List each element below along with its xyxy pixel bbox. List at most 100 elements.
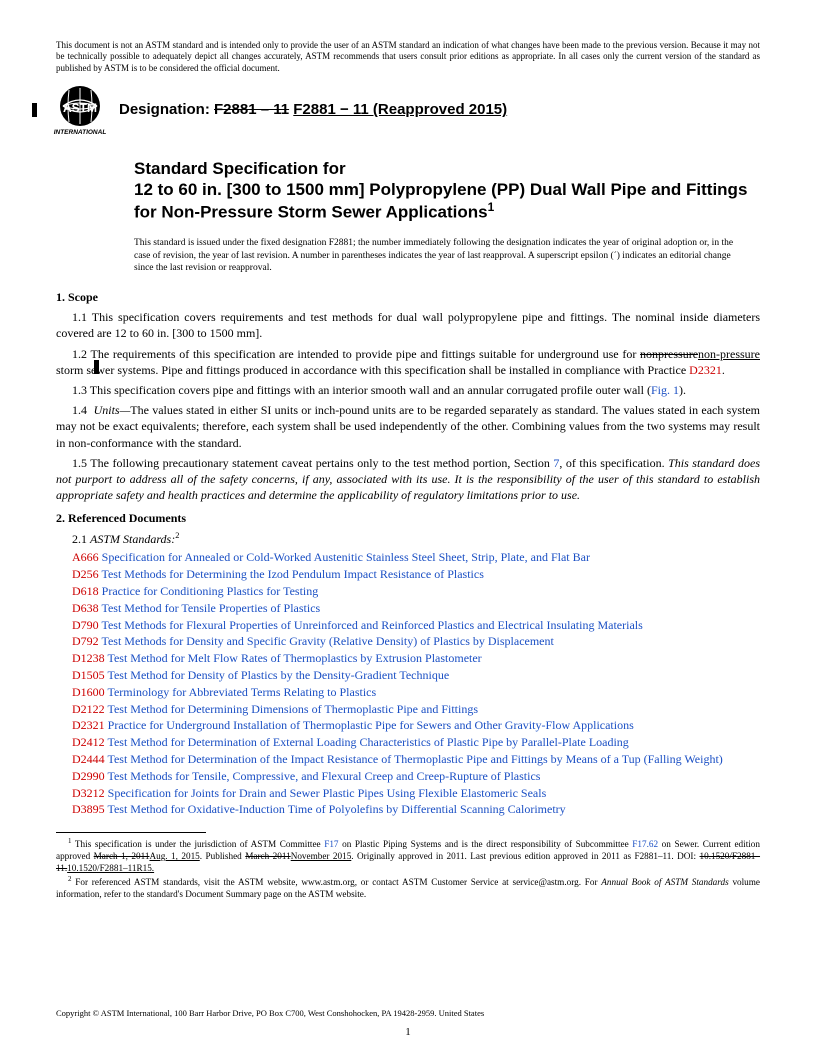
reference-title[interactable]: Specification for Annealed or Cold-Worke… [99, 550, 590, 564]
page-number: 1 [405, 1026, 411, 1038]
para-1-3-text: 1.3 This specification covers pipe and f… [72, 383, 651, 397]
disclaimer: This document is not an ASTM standard an… [56, 40, 760, 74]
link-d2321[interactable]: D2321 [689, 363, 722, 377]
title-line1: Standard Specification for [134, 159, 346, 178]
reference-code[interactable]: D3212 [72, 786, 105, 800]
link-f17[interactable]: F17 [324, 839, 338, 849]
reference-code[interactable]: D1600 [72, 685, 105, 699]
reference-title[interactable]: Test Method for Oxidative-Induction Time… [105, 802, 566, 816]
designation-new: F2881 − 11 (Reapproved 2015) [293, 101, 507, 118]
fn1-text-a: This specification is under the jurisdic… [72, 839, 325, 849]
para-1-2-text2: storm sewer systems. Pipe and fittings p… [56, 363, 689, 377]
standard-title: Standard Specification for 12 to 60 in. … [134, 158, 760, 223]
reference-code[interactable]: D790 [72, 618, 99, 632]
link-f1762[interactable]: F17.62 [632, 839, 658, 849]
reference-code[interactable]: D638 [72, 601, 99, 615]
designation-old: F2881 – 11 [214, 101, 289, 118]
para-2-1-label: ASTM Standards: [90, 532, 175, 546]
reference-item: D256 Test Methods for Determining the Iz… [72, 566, 760, 583]
para-1-4: 1.4 Units—The values stated in either SI… [56, 402, 760, 451]
reference-item: D1505 Test Method for Density of Plastic… [72, 667, 760, 684]
reference-title[interactable]: Test Method for Tensile Properties of Pl… [99, 601, 321, 615]
fn1-text-b: on Plastic Piping Systems and is the dir… [339, 839, 633, 849]
para-1-2-text: 1.2 The requirements of this specificati… [72, 347, 640, 361]
fn1-pub-new: November 2015 [291, 851, 352, 861]
reference-code[interactable]: D618 [72, 584, 99, 598]
title-line2: 12 to 60 in. [300 to 1500 mm] Polypropyl… [134, 180, 747, 222]
reference-code[interactable]: D1505 [72, 668, 105, 682]
reference-title[interactable]: Specification for Joints for Drain and S… [105, 786, 547, 800]
fn1-text-e: . Originally approved in 2011. Last prev… [351, 851, 673, 861]
reference-item: D2412 Test Method for Determination of E… [72, 734, 760, 751]
reference-item: D1600 Terminology for Abbreviated Terms … [72, 684, 760, 701]
reference-title[interactable]: Practice for Underground Installation of… [105, 718, 634, 732]
reference-title[interactable]: Test Method for Determination of Externa… [105, 735, 629, 749]
reference-code[interactable]: D2990 [72, 769, 105, 783]
reference-code[interactable]: A666 [72, 550, 99, 564]
reference-title[interactable]: Test Methods for Tensile, Compressive, a… [105, 769, 541, 783]
reference-item: D2444 Test Method for Determination of t… [72, 751, 760, 768]
link-fig1[interactable]: Fig. 1 [651, 383, 679, 397]
para-2-1: 2.1 ASTM Standards:2 [56, 530, 760, 547]
reference-item: D2122 Test Method for Determining Dimens… [72, 701, 760, 718]
reference-title[interactable]: Test Methods for Flexural Properties of … [99, 618, 643, 632]
reference-item: D2990 Test Methods for Tensile, Compress… [72, 768, 760, 785]
reference-item: D792 Test Methods for Density and Specif… [72, 633, 760, 650]
reference-code[interactable]: D2444 [72, 752, 105, 766]
para-1-2-text3: . [722, 363, 725, 377]
page: This document is not an ASTM standard an… [0, 0, 816, 931]
fn2-text-a: For referenced ASTM standards, visit the… [72, 877, 602, 887]
reference-code[interactable]: D3895 [72, 802, 105, 816]
reference-item: D2321 Practice for Underground Installat… [72, 717, 760, 734]
reference-code[interactable]: D2412 [72, 735, 105, 749]
para-1-5-text2: , of this specification. [559, 456, 668, 470]
para-1-2-strike: nonpressure [640, 347, 698, 361]
reference-item: D618 Practice for Conditioning Plastics … [72, 583, 760, 600]
fn1-doi-new: 10.1520/F2881–11R15. [67, 863, 154, 873]
fn2-em: Annual Book of ASTM Standards [601, 877, 728, 887]
para-1-2-underline: non-pressure [698, 347, 760, 361]
designation-label: Designation: [119, 101, 210, 118]
reference-title[interactable]: Practice for Conditioning Plastics for T… [99, 584, 319, 598]
reference-item: D790 Test Methods for Flexural Propertie… [72, 617, 760, 634]
title-footnote-ref: 1 [488, 200, 495, 214]
fn1-text-d: . Published [200, 851, 245, 861]
para-1-3: 1.3 This specification covers pipe and f… [56, 382, 760, 398]
para-1-1: 1.1 This specification covers requiremen… [56, 309, 760, 341]
svg-text:ASTM: ASTM [63, 101, 97, 115]
reference-code[interactable]: D256 [72, 567, 99, 581]
reference-title[interactable]: Test Methods for Determining the Izod Pe… [99, 567, 484, 581]
reference-title[interactable]: Test Methods for Density and Specific Gr… [99, 634, 554, 648]
fn1-text-f: DOI: [674, 851, 700, 861]
designation: Designation: F2881 – 11 F2881 − 11 (Reap… [119, 101, 507, 118]
reference-code[interactable]: D1238 [72, 651, 105, 665]
footnote-rule [56, 832, 206, 833]
reference-item: D1238 Test Method for Melt Flow Rates of… [72, 650, 760, 667]
reference-title[interactable]: Test Method for Determination of the Imp… [105, 752, 723, 766]
reference-item: D3895 Test Method for Oxidative-Inductio… [72, 801, 760, 818]
reference-title[interactable]: Terminology for Abbreviated Terms Relati… [105, 685, 377, 699]
section-1-head: 1. Scope [56, 290, 760, 305]
para-2-1-footnote-ref: 2 [175, 531, 179, 540]
change-bar-icon [94, 360, 99, 374]
reference-item: D3212 Specification for Joints for Drain… [72, 785, 760, 802]
title-block: Standard Specification for 12 to 60 in. … [134, 158, 760, 223]
footnote-2: 2 For referenced ASTM standards, visit t… [56, 875, 760, 901]
change-bar-icon [32, 103, 37, 117]
header-row: ASTM INTERNATIONAL Designation: F2881 – … [32, 84, 760, 136]
reference-item: D638 Test Method for Tensile Properties … [72, 600, 760, 617]
reference-title[interactable]: Test Method for Determining Dimensions o… [105, 702, 478, 716]
reference-title[interactable]: Test Method for Density of Plastics by t… [105, 668, 449, 682]
copyright: Copyright © ASTM International, 100 Barr… [56, 1008, 484, 1018]
reference-code[interactable]: D2321 [72, 718, 105, 732]
reference-code[interactable]: D2122 [72, 702, 105, 716]
fn1-date-new: Aug. 1, 2015 [149, 851, 199, 861]
referenced-documents-list: A666 Specification for Annealed or Cold-… [56, 549, 760, 818]
para-1-5-text: 1.5 The following precautionary statemen… [72, 456, 553, 470]
para-1-5: 1.5 The following precautionary statemen… [56, 455, 760, 504]
section-2-head: 2. Referenced Documents [56, 511, 760, 526]
astm-logo: ASTM INTERNATIONAL [51, 84, 109, 136]
reference-code[interactable]: D792 [72, 634, 99, 648]
para-2-1-num: 2.1 [72, 532, 90, 546]
reference-title[interactable]: Test Method for Melt Flow Rates of Therm… [105, 651, 482, 665]
